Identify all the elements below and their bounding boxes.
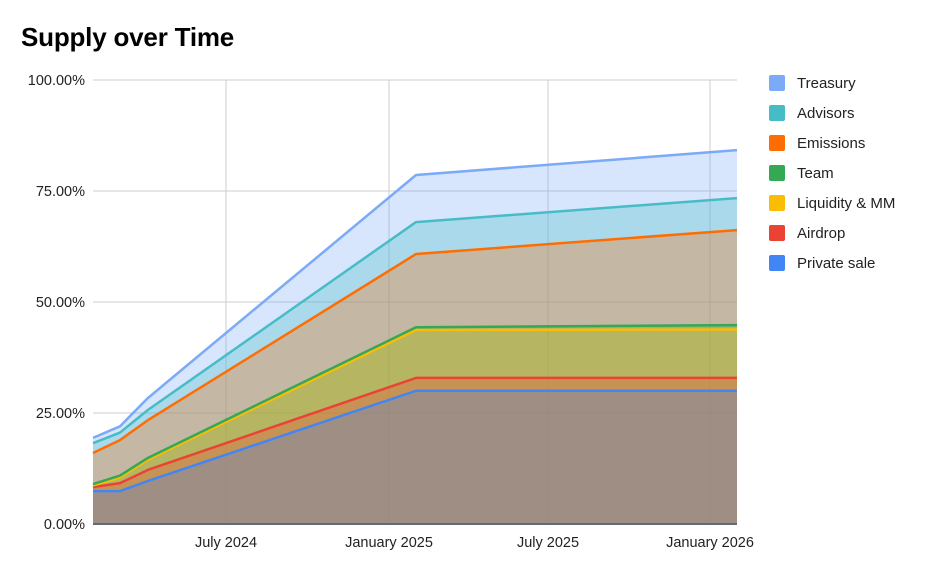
legend: Treasury Advisors Emissions Team Liquidity &…: [769, 68, 895, 278]
line-treasury: [92, 148, 738, 440]
legend-label: Liquidity & MM: [797, 194, 896, 212]
svg-text:100.00%: 100.00%: [28, 73, 85, 89]
legend-item[interactable]: Team: [769, 158, 895, 188]
line-liquidity-mm: [92, 328, 738, 487]
area-advisors: [93, 198, 737, 524]
area-airdrop: [93, 377, 737, 524]
svg-text:25.00%: 25.00%: [36, 406, 85, 422]
series-lines: [92, 148, 738, 525]
line-team: [92, 323, 738, 486]
legend-label: Team: [797, 164, 834, 182]
svg-text:75.00%: 75.00%: [36, 184, 85, 200]
legend-swatch-icon: [769, 75, 785, 91]
svg-text:0.00%: 0.00%: [44, 517, 85, 533]
legend-label: Airdrop: [797, 224, 846, 242]
legend-label: Emissions: [797, 134, 866, 152]
svg-text:January 2025: January 2025: [345, 535, 433, 551]
legend-item[interactable]: Airdrop: [769, 218, 895, 248]
legend-item[interactable]: Private sale: [769, 248, 895, 278]
legend-swatch-icon: [769, 135, 785, 151]
legend-swatch-icon: [769, 195, 785, 211]
legend-swatch-icon: [769, 225, 785, 241]
legend-swatch-icon: [769, 165, 785, 181]
svg-text:July 2024: July 2024: [195, 535, 257, 551]
line-private-sale: [93, 389, 737, 493]
svg-text:50.00%: 50.00%: [36, 295, 85, 311]
legend-item[interactable]: Liquidity & MM: [769, 188, 895, 218]
line-advisors: [92, 196, 738, 445]
svg-text:January 2026: January 2026: [666, 535, 754, 551]
legend-label: Treasury: [797, 74, 856, 92]
svg-text:July 2025: July 2025: [517, 535, 579, 551]
legend-item[interactable]: Advisors: [769, 98, 895, 128]
legend-swatch-icon: [769, 255, 785, 271]
legend-item[interactable]: Treasury: [769, 68, 895, 98]
y-axis-labels: 0.00% 25.00% 50.00% 75.00% 100.00%: [28, 73, 85, 533]
line-airdrop: [92, 376, 737, 489]
legend-label: Private sale: [797, 254, 876, 272]
area-treasury: [93, 150, 737, 525]
area-team: [93, 325, 737, 524]
x-axis-labels: July 2024 January 2025 July 2025 January 20…: [195, 535, 754, 551]
line-emissions: [92, 228, 738, 455]
chart-title: Supply over Time: [21, 22, 235, 52]
legend-label: Advisors: [797, 104, 855, 122]
legend-swatch-icon: [769, 105, 785, 121]
legend-item[interactable]: Emissions: [769, 128, 895, 158]
area-private-sale: [93, 390, 737, 524]
